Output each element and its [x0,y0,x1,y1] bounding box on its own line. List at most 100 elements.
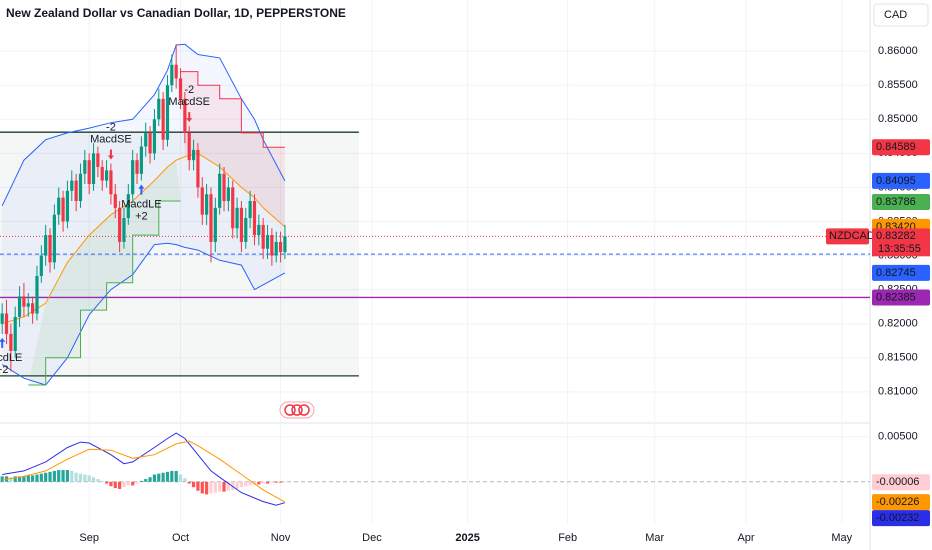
histogram-bar [39,473,43,482]
histogram-bar [113,481,117,489]
candle-body [100,166,104,181]
histogram-bar [218,481,222,492]
candle-body [170,64,174,86]
replay-icon[interactable] [279,401,315,419]
price-badge-label: 0.82745 [876,267,916,279]
price-badge-label: 0.83282 [876,230,916,242]
candle-body [44,235,48,256]
candle-body [196,149,200,188]
signal-arrow [0,337,6,348]
candle-body [222,173,226,202]
countdown-label: 13:35:55 [878,243,921,255]
candle-body [200,187,204,215]
candle-body [157,98,161,120]
candle-body [52,214,56,263]
indicator-line [180,71,285,148]
histogram-bar [244,481,248,487]
candle-body [165,85,170,140]
candle-body [57,197,61,215]
histogram-bar [31,475,35,482]
histogram-bar [144,479,148,482]
signal-qty: -2 [106,121,116,133]
candle-body [104,170,109,181]
histogram-bar [87,475,91,482]
signal-qty: -2 [184,84,194,96]
price-badge [872,510,930,527]
candle-body [91,153,96,184]
candle-body [31,303,35,314]
x-tick-label: May [831,532,852,544]
macd-line [2,432,286,506]
histogram-bar [26,475,30,482]
histogram-bar [222,481,226,492]
histogram-bar [209,481,213,494]
histogram-bar [274,481,278,483]
candle-body [239,207,244,242]
histogram-bar [65,470,70,482]
price-badge-label: 0.83786 [876,196,916,208]
histogram-bar [261,481,265,484]
histogram-bar [35,474,39,482]
histogram-bar [161,472,165,482]
x-tick-label: Dec [362,532,382,544]
candle-body [113,194,117,208]
candle-body [144,132,148,147]
candle-body [48,235,52,263]
histogram-bar [205,481,209,495]
histogram-bar [96,479,100,482]
candle-body [122,218,126,242]
x-tick-label: Feb [558,532,577,544]
y-tick-label: 0.85500 [878,79,918,91]
histogram-bar [283,481,287,483]
histogram-bar [118,481,122,489]
candle-body [226,187,230,202]
histogram-bar [61,470,65,482]
candle-body [118,207,122,242]
price-badge [872,494,930,511]
histogram-bar [170,470,174,482]
candle-body [235,207,239,229]
candle-body [183,98,187,133]
currency-button[interactable] [873,3,929,27]
candle-body [13,316,17,351]
histogram-bar [109,481,113,487]
price-badge [872,228,930,245]
histogram-bar [78,473,83,482]
candle-body [70,180,74,191]
candle-body [0,313,4,324]
histogram-bar [0,476,4,482]
histogram-bar [91,477,96,482]
candle-body [252,201,257,236]
histogram-bar [174,470,178,482]
plot-layer: Sep Oct Nov Dec 2025 Feb Mar Apr May 0.81000 0.815… [0,0,918,544]
price-badge [872,474,930,491]
price-badge [872,264,930,281]
signal-label: MacdSE [90,133,132,145]
candle-body [135,160,139,174]
candle-body [65,190,70,222]
candle-body [87,160,91,184]
price-badge-label: -0.00226 [876,496,919,508]
candle-body [152,119,157,154]
histogram-bar [239,481,244,488]
candle-body [35,275,39,314]
histogram-bar [122,481,126,488]
candle-body [178,78,183,99]
histogram-bar [131,481,135,486]
indicator-line [2,152,286,325]
candle-body [257,224,261,236]
signal-arrow [186,112,193,123]
candle-body [205,194,209,215]
candle-body [278,241,283,253]
icon-circle [284,404,296,416]
candle-body [74,180,78,202]
histogram-bar [165,471,170,482]
candle-body [274,241,278,256]
y-tick-label: 0.81000 [878,386,918,398]
candle-body [265,235,270,249]
indicator-line [1,43,286,207]
price-badge-label: -0.00006 [876,476,919,488]
candle-body [248,201,252,219]
signal-qty: +2 [0,364,8,376]
histogram-bar [265,481,270,484]
